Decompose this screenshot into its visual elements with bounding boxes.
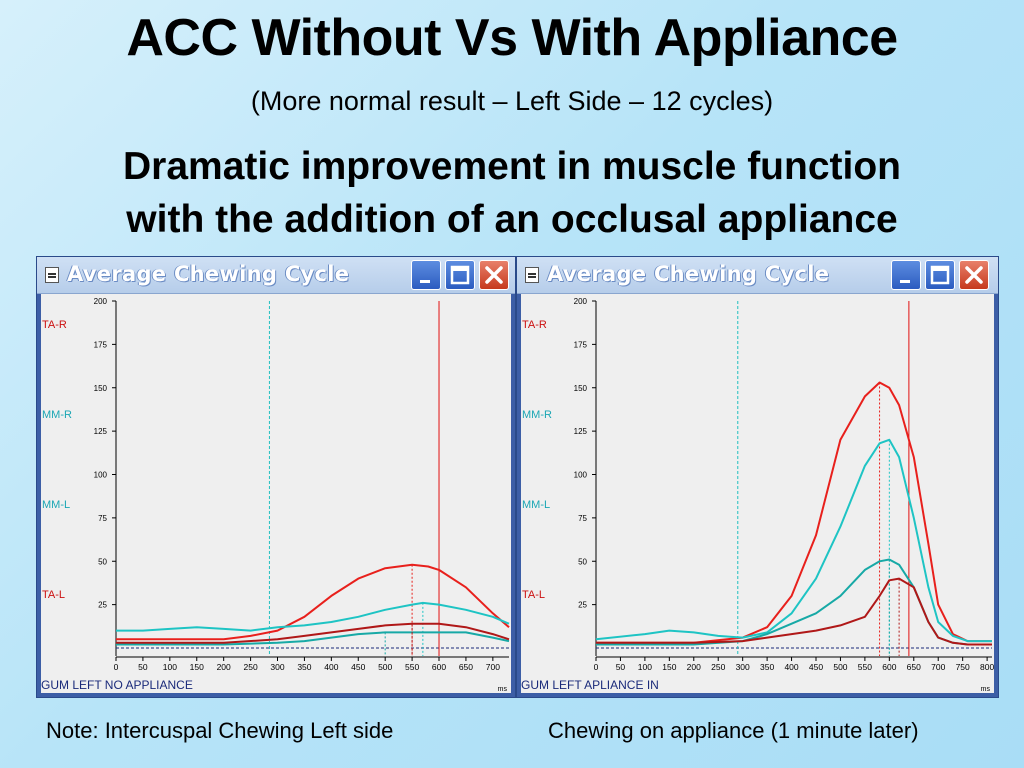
window-title-left: Average Chewing Cycle bbox=[67, 262, 350, 286]
minimize-button-right[interactable] bbox=[891, 260, 921, 290]
window-titlebar-left[interactable]: Average Chewing Cycle bbox=[37, 257, 515, 294]
x-tick-label: 550 bbox=[858, 662, 872, 672]
y-tick-label: 75 bbox=[98, 514, 107, 523]
y-tick-label: 75 bbox=[578, 514, 587, 523]
minimize-button-left[interactable] bbox=[411, 260, 441, 290]
window-titlebar-right[interactable]: Average Chewing Cycle bbox=[517, 257, 998, 294]
document-icon bbox=[525, 267, 539, 283]
channel-label: TA-R bbox=[522, 319, 547, 331]
y-tick-label: 150 bbox=[574, 384, 588, 393]
x-tick-label: 600 bbox=[432, 662, 446, 672]
document-icon bbox=[45, 267, 59, 283]
maximize-button-right[interactable] bbox=[925, 260, 955, 290]
plot-area-left: 25 50 75 100 125 150 175 200 0 50 100 150 200 250 300 3… bbox=[41, 294, 511, 693]
plot-area-right: 25 50 75 100 125 150 175 200 0 50 100 150 200 250 300 3… bbox=[521, 294, 994, 693]
close-icon bbox=[485, 266, 503, 284]
close-icon bbox=[965, 266, 983, 284]
channel-label: MM-L bbox=[42, 499, 70, 511]
x-tick-label: 50 bbox=[616, 662, 626, 672]
x-tick-label: 0 bbox=[114, 662, 119, 672]
chart-right: 25 50 75 100 125 150 175 200 0 50 100 150 200 250 300 3… bbox=[521, 297, 994, 693]
maximize-icon bbox=[930, 265, 950, 285]
x-tick-label: 200 bbox=[217, 662, 231, 672]
slide-subtitle: (More normal result – Left Side – 12 cyc… bbox=[250, 86, 774, 116]
x-tick-label: 500 bbox=[378, 662, 392, 672]
x-tick-label: 600 bbox=[882, 662, 896, 672]
x-tick-label: 100 bbox=[163, 662, 177, 672]
chart-caption: GUM LEFT APLIANCE IN bbox=[521, 678, 659, 692]
x-tick-label: 400 bbox=[784, 662, 798, 672]
y-tick-label: 50 bbox=[578, 557, 587, 566]
x-tick-label: 750 bbox=[956, 662, 970, 672]
y-tick-label: 50 bbox=[98, 557, 107, 566]
y-tick-label: 150 bbox=[94, 384, 108, 393]
x-tick-label: 50 bbox=[138, 662, 148, 672]
x-tick-label: 0 bbox=[594, 662, 599, 672]
x-tick-label: 150 bbox=[190, 662, 204, 672]
series-line bbox=[116, 622, 510, 644]
x-tick-label: 250 bbox=[243, 662, 257, 672]
headline-line-2: with the addition of an occlusal applian… bbox=[126, 198, 898, 241]
y-tick-label: 200 bbox=[94, 297, 108, 306]
y-tick-label: 25 bbox=[98, 601, 107, 610]
minimize-icon bbox=[420, 280, 430, 283]
x-tick-label: 400 bbox=[324, 662, 338, 672]
slide-headline: Dramatic improvement in muscle function … bbox=[0, 140, 1024, 246]
note-left: Note: Intercuspal Chewing Left side bbox=[46, 718, 394, 743]
headline-line-1: Dramatic improvement in muscle function bbox=[122, 145, 901, 188]
note-right: Chewing on appliance (1 minute later) bbox=[548, 718, 919, 743]
maximize-button-left[interactable] bbox=[445, 260, 475, 290]
x-tick-label: 300 bbox=[270, 662, 284, 672]
y-tick-label: 25 bbox=[578, 601, 587, 610]
x-tick-label: 800 bbox=[980, 662, 994, 672]
x-tick-label: 350 bbox=[760, 662, 774, 672]
minimize-icon bbox=[900, 280, 910, 283]
y-tick-label: 125 bbox=[574, 427, 588, 436]
channel-label: MM-R bbox=[522, 409, 552, 421]
window-title-right: Average Chewing Cycle bbox=[547, 262, 830, 286]
chewing-cycle-window-right: Average Chewing Cycle 25 50 75 100 125 150 175… bbox=[516, 256, 999, 698]
maximize-icon bbox=[450, 265, 470, 285]
channel-label: TA-R bbox=[42, 319, 67, 331]
close-button-right[interactable] bbox=[959, 260, 989, 290]
y-tick-label: 175 bbox=[94, 340, 108, 349]
x-tick-label: 250 bbox=[711, 662, 725, 672]
slide-title: ACC Without Vs With Appliance bbox=[126, 9, 898, 67]
x-tick-label: 200 bbox=[687, 662, 701, 672]
x-tick-label: 450 bbox=[809, 662, 823, 672]
y-tick-label: 200 bbox=[574, 297, 588, 306]
series-line bbox=[116, 563, 510, 641]
series-line bbox=[596, 577, 992, 646]
x-tick-label: 150 bbox=[662, 662, 676, 672]
x-tick-label: 300 bbox=[736, 662, 750, 672]
y-tick-label: 125 bbox=[94, 427, 108, 436]
x-tick-label: 550 bbox=[405, 662, 419, 672]
chart-caption: GUM LEFT NO APPLIANCE bbox=[41, 678, 193, 692]
x-tick-label: 500 bbox=[833, 662, 847, 672]
series-line bbox=[116, 601, 510, 632]
channel-label: TA-L bbox=[522, 589, 545, 601]
x-tick-label: 450 bbox=[351, 662, 365, 672]
x-tick-label: 350 bbox=[297, 662, 311, 672]
x-tick-label: 700 bbox=[931, 662, 945, 672]
x-tick-label: 650 bbox=[459, 662, 473, 672]
chewing-cycle-window-left: Average Chewing Cycle 25 50 75 100 125 150 175… bbox=[36, 256, 516, 698]
series-line bbox=[116, 631, 510, 646]
x-unit-label: ms bbox=[498, 686, 508, 693]
y-tick-label: 175 bbox=[574, 340, 588, 349]
series-line bbox=[596, 381, 992, 644]
channel-label: MM-L bbox=[522, 499, 550, 511]
close-button-left[interactable] bbox=[479, 260, 509, 290]
x-tick-label: 700 bbox=[486, 662, 500, 672]
y-tick-label: 100 bbox=[574, 471, 588, 480]
x-tick-label: 650 bbox=[907, 662, 921, 672]
x-tick-label: 100 bbox=[638, 662, 652, 672]
channel-label: TA-L bbox=[42, 589, 65, 601]
x-unit-label: ms bbox=[981, 686, 991, 693]
y-tick-label: 100 bbox=[94, 471, 108, 480]
series-line bbox=[595, 438, 992, 643]
chart-left: 25 50 75 100 125 150 175 200 0 50 100 150 200 250 300 3… bbox=[41, 297, 510, 693]
channel-label: MM-R bbox=[42, 409, 72, 421]
